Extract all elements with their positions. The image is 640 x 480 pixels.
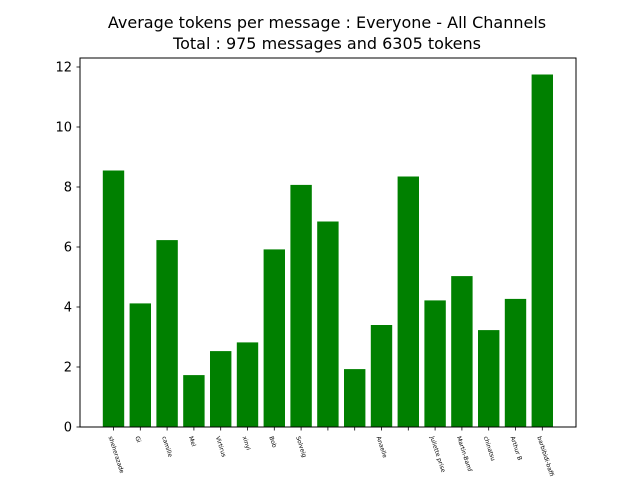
x-tick-label: Bob [267,435,277,448]
x-tick-label: Solveig [294,435,307,458]
x-tick-label: sheherazade [107,435,126,474]
bars-layer [102,74,553,427]
chart-subtitle: Total : 975 messages and 6305 tokens [172,34,481,53]
x-tick-label: barbibidi-baffi [535,435,555,477]
x-tick-label: Martin-Bamf [455,435,473,473]
plot-frame [79,57,577,428]
x-tick-label: chinatsu [482,435,497,462]
x-tick-label: Juliette prise [428,435,447,474]
bar [344,369,366,427]
bar [236,342,259,427]
bar [183,375,205,427]
x-tick-label: Anaelle [375,435,389,459]
x-tick-label: camille [160,435,173,458]
bar [451,276,473,427]
y-tick-label: 8 [64,181,72,196]
bar [156,240,178,427]
y-tick-label: 0 [64,421,72,436]
x-tick-label: Virtirus [214,435,227,458]
y-tick-label: 10 [55,121,72,136]
x-tick-label: Mel [187,435,197,447]
y-tick-label: 2 [64,361,72,376]
bar [531,74,553,427]
bar [424,300,446,427]
chart-title: Average tokens per message : Everyone - … [108,13,546,32]
y-tick-label: 4 [64,301,72,316]
bar [102,170,125,427]
bar [263,249,285,427]
x-tick-label: Arthur B [509,435,523,461]
bar [210,351,232,427]
x-axis: sheherazade Gi camille Mel Virtirus xinyi Bob S… [107,427,555,478]
bar [317,221,339,427]
bar [504,298,527,427]
bar [129,303,151,427]
x-tick-label: xinyi [241,435,252,451]
bar [397,176,419,427]
x-tick-label: Gi [133,435,142,443]
y-tick-label: 6 [64,241,72,256]
y-tick-label: 12 [55,61,72,76]
y-axis: 0 2 4 6 8 10 12 [55,61,80,436]
bar [290,184,312,427]
bar [478,330,500,427]
bar [370,325,393,427]
